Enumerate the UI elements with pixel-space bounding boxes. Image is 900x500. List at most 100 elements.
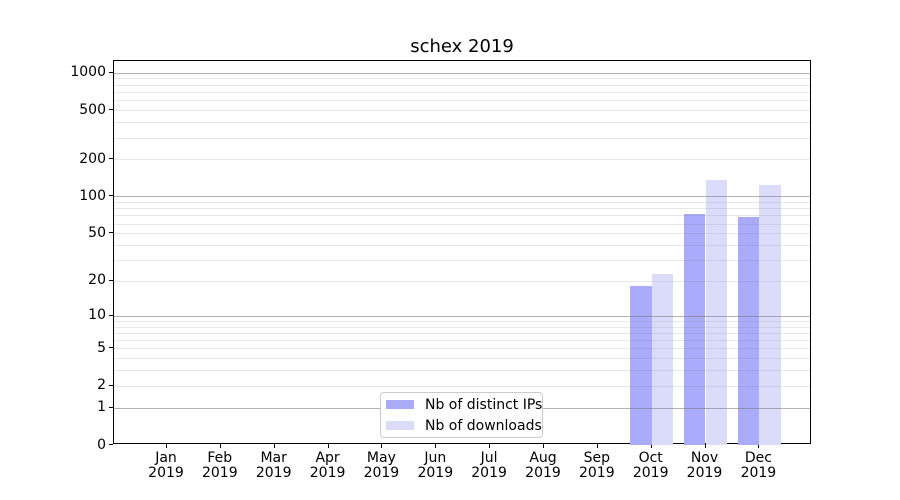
y-tick-label: 1 (97, 399, 106, 416)
gridline-minor (114, 110, 810, 111)
x-tick-label: Dec 2019 (726, 451, 790, 481)
y-tick-label: 50 (88, 224, 106, 241)
x-tick-year: 2019 (632, 465, 669, 481)
gridline-minor (114, 215, 810, 217)
y-tick-mark (109, 232, 113, 234)
x-tick-mark (327, 444, 329, 448)
x-tick-month: Jul (480, 450, 498, 466)
chart-title: schex 2019 (410, 36, 514, 57)
x-tick-month: Nov (690, 450, 719, 466)
x-tick-year: 2019 (525, 465, 561, 481)
y-tick-mark (109, 109, 113, 110)
x-tick-label: May 2019 (349, 451, 413, 481)
bar-oct-ips (630, 286, 652, 445)
gridline-minor (114, 78, 810, 80)
grid-layer (114, 61, 810, 443)
gridline-minor (114, 91, 810, 93)
y-tick-mark (109, 158, 113, 160)
x-tick-mark (273, 444, 275, 448)
gridline-minor (114, 340, 810, 342)
x-tick-label: Oct 2019 (619, 451, 683, 481)
x-tick-mark (489, 444, 491, 448)
gridline-minor (114, 358, 810, 360)
bar-dec-downloads (759, 184, 782, 445)
gridline-minor (114, 280, 810, 282)
x-tick-mark (704, 444, 706, 448)
gridline-minor (114, 100, 810, 102)
x-tick-mark (166, 444, 167, 448)
legend-label: Nb of distinct IPs (425, 396, 543, 413)
x-tick-month: Oct (638, 450, 663, 466)
x-tick-year: 2019 (201, 465, 238, 481)
bar-nov-ips (683, 213, 706, 445)
y-tick-mark (109, 279, 113, 281)
gridline-minor (114, 260, 810, 261)
x-tick-month: Jan (155, 450, 177, 466)
gridline-major (114, 196, 810, 198)
y-tick-label: 200 (79, 150, 106, 167)
y-tick-mark (109, 314, 113, 316)
x-tick-label: Mar 2019 (242, 451, 306, 481)
x-tick-label: Sep 2019 (565, 451, 629, 481)
gridline-minor (114, 326, 810, 328)
y-tick-mark (109, 444, 113, 445)
gridline-minor (114, 332, 810, 334)
y-tick-label: 5 (97, 339, 106, 356)
x-tick-year: 2019 (417, 465, 454, 481)
y-tick-label: 10 (88, 307, 106, 324)
legend-item: Nb of downloads (386, 416, 542, 435)
y-tick-mark (109, 195, 113, 197)
x-tick-label: Feb 2019 (188, 451, 252, 481)
y-tick-label: 20 (88, 272, 106, 289)
bar-dec-ips (737, 216, 760, 445)
y-tick-mark (109, 71, 113, 73)
x-tick-label: Jan 2019 (134, 451, 198, 481)
x-tick-month: Feb (207, 450, 233, 466)
y-tick-mark (109, 406, 113, 408)
x-tick-month: May (366, 450, 396, 466)
x-tick-label: Nov 2019 (673, 451, 737, 481)
legend: Nb of distinct IPs Nb of downloads (380, 392, 543, 438)
y-tick-label: 100 (79, 187, 106, 204)
gridline-minor (114, 84, 810, 86)
gridline-minor (114, 137, 810, 139)
gridline-minor (114, 201, 810, 203)
y-tick-mark (109, 384, 113, 386)
y-tick-label: 0 (97, 436, 106, 453)
x-tick-mark (219, 444, 221, 448)
gridline-minor (114, 233, 810, 235)
gridline-minor (114, 223, 810, 225)
x-tick-label: Jun 2019 (403, 451, 467, 481)
x-tick-month: Dec (744, 450, 772, 466)
legend-item: Nb of distinct IPs (386, 395, 542, 414)
y-tick-label: 2 (97, 377, 106, 394)
gridline-minor (114, 370, 810, 372)
x-tick-year: 2019 (686, 465, 723, 481)
x-tick-month: Mar (260, 450, 287, 466)
gridline-minor (114, 320, 810, 322)
x-tick-mark (381, 444, 383, 448)
x-tick-year: 2019 (309, 465, 346, 481)
x-tick-month: Sep (583, 450, 610, 466)
legend-swatch-downloads (386, 421, 414, 430)
y-tick-mark (109, 347, 113, 349)
gridline-minor (114, 159, 810, 161)
y-tick-label: 1000 (70, 64, 106, 81)
gridline-minor (114, 122, 810, 123)
x-tick-mark (543, 444, 544, 448)
x-tick-year: 2019 (148, 465, 184, 481)
x-tick-label: Apr 2019 (296, 451, 360, 481)
x-tick-year: 2019 (363, 465, 400, 481)
gridline-minor (114, 348, 810, 350)
x-tick-label: Aug 2019 (511, 451, 575, 481)
plot-area (113, 60, 811, 445)
x-tick-year: 2019 (255, 465, 292, 481)
x-tick-mark (435, 444, 437, 448)
gridline-minor (114, 208, 810, 210)
x-tick-mark (650, 444, 652, 448)
gridline-minor (114, 385, 810, 387)
x-tick-mark (758, 444, 760, 448)
gridline-minor (114, 244, 810, 246)
x-tick-year: 2019 (471, 465, 507, 481)
